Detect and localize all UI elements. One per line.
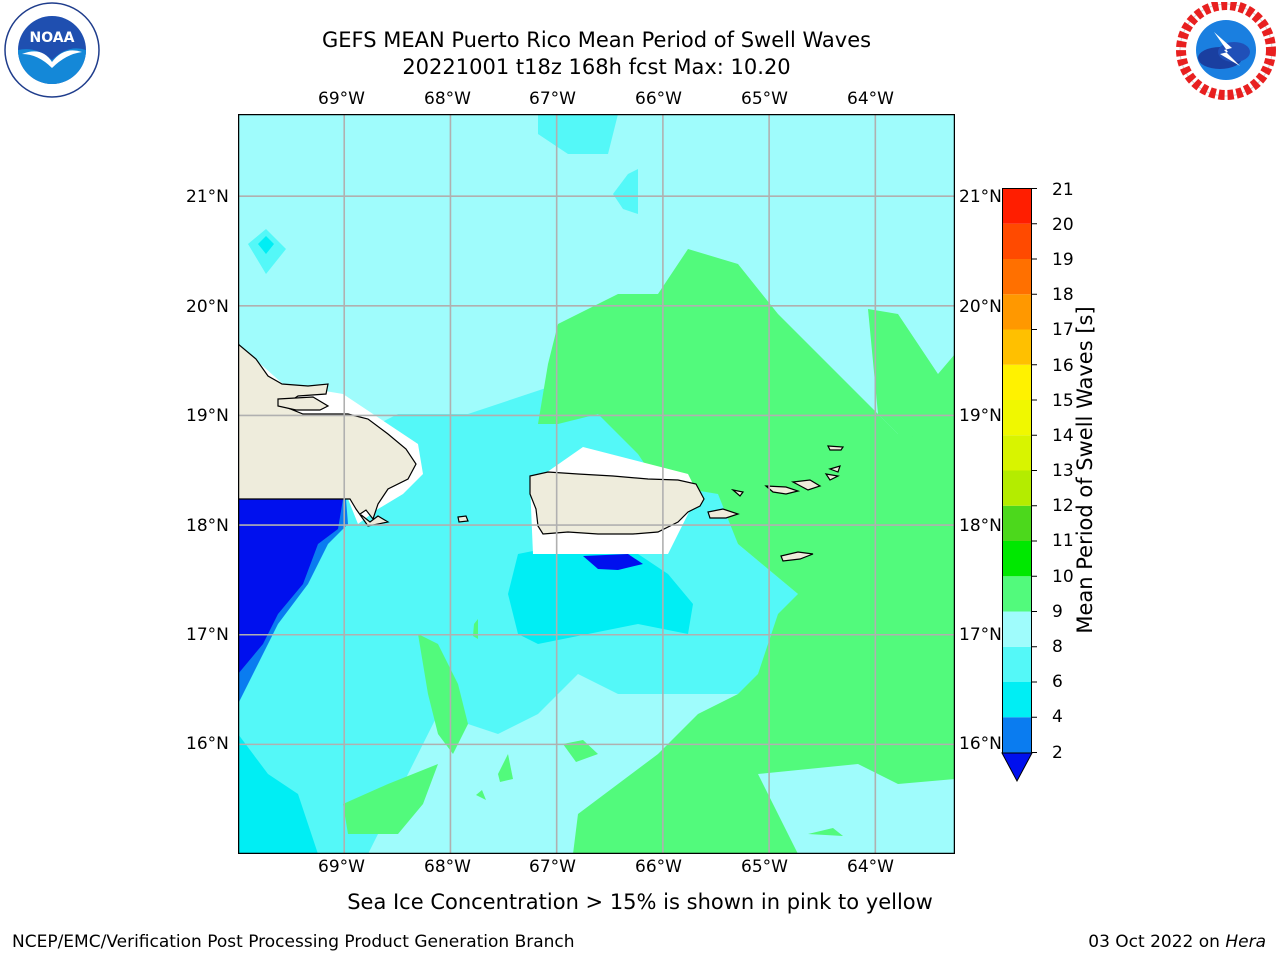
lat-label-right: 19°N (959, 406, 1002, 426)
vieques-island (707, 508, 740, 519)
colorbar-segment (1002, 646, 1032, 682)
swell-period-map (237, 113, 956, 855)
colorbar-segment (1002, 400, 1032, 436)
colorbar-tick-label: 19 (1052, 250, 1074, 270)
lat-label-left: 20°N (186, 297, 229, 317)
colorbar-tick-label: 10 (1052, 567, 1074, 587)
lon-label-top: 69°W (318, 89, 365, 109)
lat-label-left: 21°N (186, 187, 229, 207)
ocean-8-9s-patches (758, 764, 955, 854)
colorbar-segment (1002, 294, 1032, 330)
lon-label-top: 64°W (847, 89, 894, 109)
colorbar-segment (1002, 188, 1032, 224)
map-panel (237, 113, 956, 855)
colorbar-segment (1002, 223, 1032, 259)
ocean-9-10s-regions (343, 249, 955, 854)
virgin-gorda-island (828, 465, 841, 473)
colorbar-segment (1002, 717, 1032, 753)
lat-label-left: 17°N (186, 625, 229, 645)
lon-label-top: 66°W (635, 89, 682, 109)
colorbar-tick-label: 16 (1052, 356, 1074, 376)
colorbar-tick-label: 11 (1052, 531, 1074, 551)
tortola-island (824, 473, 840, 481)
nws-logo (1176, 0, 1276, 102)
st-croix-island (780, 551, 814, 562)
colorbar (998, 184, 1042, 784)
anegada-island (826, 445, 845, 451)
colorbar-tick-label: 4 (1052, 707, 1063, 727)
noaa-logo: NOAA (2, 2, 102, 102)
lat-label-right: 18°N (959, 516, 1002, 536)
map-title: GEFS MEAN Puerto Rico Mean Period of Swe… (321, 28, 872, 52)
colorbar-segments (1002, 188, 1032, 753)
mona-island (457, 515, 469, 523)
colorbar-tick-label: 18 (1052, 285, 1074, 305)
colorbar-under-triangle (1001, 752, 1033, 783)
lat-label-left: 18°N (186, 516, 229, 536)
lat-label-right: 21°N (959, 187, 1002, 207)
lon-label-top: 67°W (529, 89, 576, 109)
puerto-rico-land (529, 471, 705, 535)
colorbar-tick-label: 15 (1052, 391, 1074, 411)
lat-label-right: 16°N (959, 734, 1002, 754)
footer-date: 03 Oct 2022 on Hera (1088, 932, 1266, 952)
colorbar-tick-label: 17 (1052, 320, 1074, 340)
lon-label-bottom: 64°W (847, 857, 894, 877)
colorbar-segment (1002, 576, 1032, 612)
lat-label-right: 17°N (959, 625, 1002, 645)
lat-lon-grid (238, 114, 955, 854)
colorbar-segment (1002, 259, 1032, 295)
sea-ice-note: Sea Ice Concentration > 15% is shown in … (347, 890, 933, 914)
colorbar-segment (1002, 329, 1032, 365)
map-subtitle: 20221001 t18z 168h fcst Max: 10.20 (402, 55, 791, 79)
lon-label-bottom: 66°W (635, 857, 682, 877)
lon-label-bottom: 67°W (529, 857, 576, 877)
ocean-below-2s-patch (583, 554, 643, 570)
footer-date-text: 03 Oct 2022 on (1088, 932, 1226, 952)
colorbar-segment (1002, 541, 1032, 577)
culebra-island (730, 488, 745, 497)
colorbar-tick-label: 9 (1052, 602, 1063, 622)
colorbar-tick-label: 20 (1052, 215, 1074, 235)
ocean-below-2s-region (238, 499, 343, 674)
lon-label-bottom: 69°W (318, 857, 365, 877)
colorbar-tick-label: 21 (1052, 180, 1074, 200)
colorbar-segment (1002, 435, 1032, 471)
colorbar-tick-label: 8 (1052, 637, 1063, 657)
colorbar-segment (1002, 505, 1032, 541)
colorbar-segment (1002, 611, 1032, 647)
colorbar-tick-label: 2 (1052, 743, 1063, 763)
lat-label-left: 16°N (186, 734, 229, 754)
footer-machine: Hera (1225, 932, 1266, 952)
colorbar-label: Mean Period of Swell Waves [s] (1073, 306, 1097, 634)
lat-label-right: 20°N (959, 297, 1002, 317)
lon-label-bottom: 68°W (424, 857, 471, 877)
colorbar-tick-label: 14 (1052, 426, 1074, 446)
colorbar-segment (1002, 364, 1032, 400)
lon-label-top: 68°W (424, 89, 471, 109)
footer-branch: NCEP/EMC/Verification Post Processing Pr… (12, 932, 575, 952)
lon-label-bottom: 65°W (741, 857, 788, 877)
ocean-4-6s-regions (238, 236, 693, 854)
colorbar-segment (1002, 682, 1032, 718)
st-thomas-island (764, 485, 801, 495)
colorbar-tick-label: 6 (1052, 672, 1063, 692)
lon-label-top: 65°W (741, 89, 788, 109)
tortuga-island (277, 396, 330, 411)
map-frame (237, 113, 956, 855)
hispaniola-land (237, 342, 417, 527)
st-john-island (791, 479, 822, 491)
lat-label-left: 19°N (186, 406, 229, 426)
colorbar-tick-label: 12 (1052, 496, 1074, 516)
noaa-logo-text: NOAA (30, 30, 75, 46)
colorbar-segment (1002, 470, 1032, 506)
colorbar-tick-label: 13 (1052, 461, 1074, 481)
